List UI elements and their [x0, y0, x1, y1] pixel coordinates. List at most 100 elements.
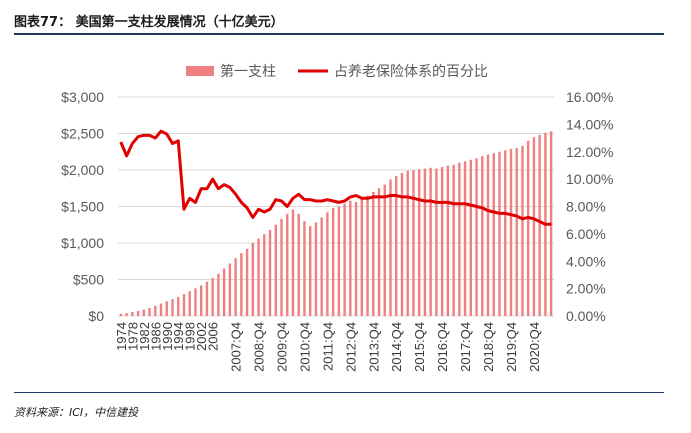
line-point: [453, 203, 455, 205]
x-tick-label: 1986: [148, 322, 163, 351]
left-tick-label: $1,500: [61, 199, 104, 215]
bar: [389, 179, 392, 316]
bar: [217, 273, 220, 316]
bar: [320, 217, 323, 316]
bar: [469, 159, 473, 316]
x-tick-label: 2011:Q4: [320, 322, 335, 371]
right-tick-label: 8.00%: [566, 199, 606, 215]
line-point: [235, 193, 237, 195]
bar: [268, 229, 272, 316]
x-tick-label: 1982: [137, 322, 152, 351]
line-point: [487, 210, 489, 212]
line-point: [321, 200, 323, 202]
title-rule: [14, 33, 664, 35]
x-tick-label: 2019:Q4: [504, 322, 519, 372]
bar: [440, 167, 444, 316]
bar: [205, 281, 209, 316]
source-note: 资料来源：ICI，中信建投: [14, 406, 139, 419]
bar: [148, 307, 151, 316]
right-tick-label: 10.00%: [566, 171, 613, 187]
figure-title: 图表77： 美国第一支柱发展情况（十亿美元）: [14, 15, 284, 30]
x-tick-label: 2008:Q4: [252, 322, 267, 372]
line-point: [447, 201, 449, 203]
x-tick-label: 1998: [183, 322, 198, 351]
right-tick-label: 4.00%: [566, 253, 606, 269]
line-point: [252, 216, 254, 219]
right-tick-label: 2.00%: [566, 281, 606, 297]
percent-line: [119, 129, 552, 226]
line-point: [349, 196, 351, 198]
x-tick-label: 2017:Q4: [458, 322, 473, 372]
bar: [211, 278, 214, 316]
bar: [280, 218, 283, 316]
bar: [463, 161, 467, 316]
bar: [549, 131, 553, 316]
line-point: [504, 212, 506, 214]
x-tick-label: 1978: [125, 322, 140, 351]
bar: [165, 301, 168, 316]
line-point: [154, 137, 156, 139]
bar: [486, 154, 490, 316]
bar: [182, 294, 186, 316]
line-point: [303, 199, 306, 201]
bar: [274, 224, 277, 316]
left-axis-labels: $0 $500 $1,000 $1,500 $2,000 $2,500 $3,000: [61, 89, 104, 324]
bar: [154, 305, 157, 316]
left-tick-label: $2,500: [61, 126, 104, 142]
bar: [446, 165, 450, 316]
left-tick-label: $0: [88, 308, 104, 324]
bar: [240, 253, 243, 316]
bar: [383, 184, 386, 316]
bar: [349, 200, 352, 316]
x-tick-label: 2020:Q4: [527, 322, 542, 372]
line-point: [257, 208, 260, 210]
bar: [400, 172, 404, 316]
left-tick-label: $3,000: [61, 89, 104, 105]
line-point: [533, 218, 535, 220]
bar-series: [119, 131, 553, 316]
line-point: [194, 201, 197, 203]
line-point: [544, 223, 546, 225]
bar: [395, 175, 398, 316]
right-tick-label: 16.00%: [566, 89, 613, 105]
line-point: [458, 203, 460, 205]
x-tick-label: 2018:Q4: [481, 322, 496, 372]
bar: [377, 188, 381, 316]
bar: [263, 234, 266, 316]
x-tick-label: 2006: [206, 322, 221, 351]
line-point: [189, 197, 191, 199]
bar: [417, 169, 421, 316]
bar: [360, 199, 364, 316]
line-point: [263, 211, 265, 213]
bar: [406, 170, 409, 316]
line-point: [366, 197, 369, 199]
line-point: [166, 133, 168, 135]
line-point: [120, 141, 122, 143]
line-point: [441, 201, 443, 203]
line-point: [384, 196, 386, 198]
bar: [291, 209, 295, 316]
line-point: [389, 194, 392, 197]
bar: [125, 313, 128, 316]
line-point: [424, 200, 426, 202]
right-tick-label: 12.00%: [566, 144, 613, 160]
bar: [337, 206, 341, 316]
line-point: [435, 201, 437, 203]
left-tick-label: $1,000: [61, 235, 104, 251]
line-point: [298, 193, 300, 195]
bar: [475, 158, 478, 316]
x-tick-label: 2007:Q4: [229, 322, 244, 372]
bar: [159, 303, 163, 316]
x-tick-label: 2016:Q4: [435, 322, 450, 372]
line-point: [338, 201, 340, 203]
line-point: [401, 196, 403, 198]
line-point: [309, 199, 311, 201]
bar: [429, 167, 432, 316]
bar: [303, 221, 306, 316]
x-tick-label: 2013:Q4: [366, 322, 381, 372]
line-point: [475, 205, 478, 208]
x-tick-label: 2012:Q4: [343, 322, 358, 372]
bar: [171, 299, 174, 316]
bar: [199, 285, 203, 316]
